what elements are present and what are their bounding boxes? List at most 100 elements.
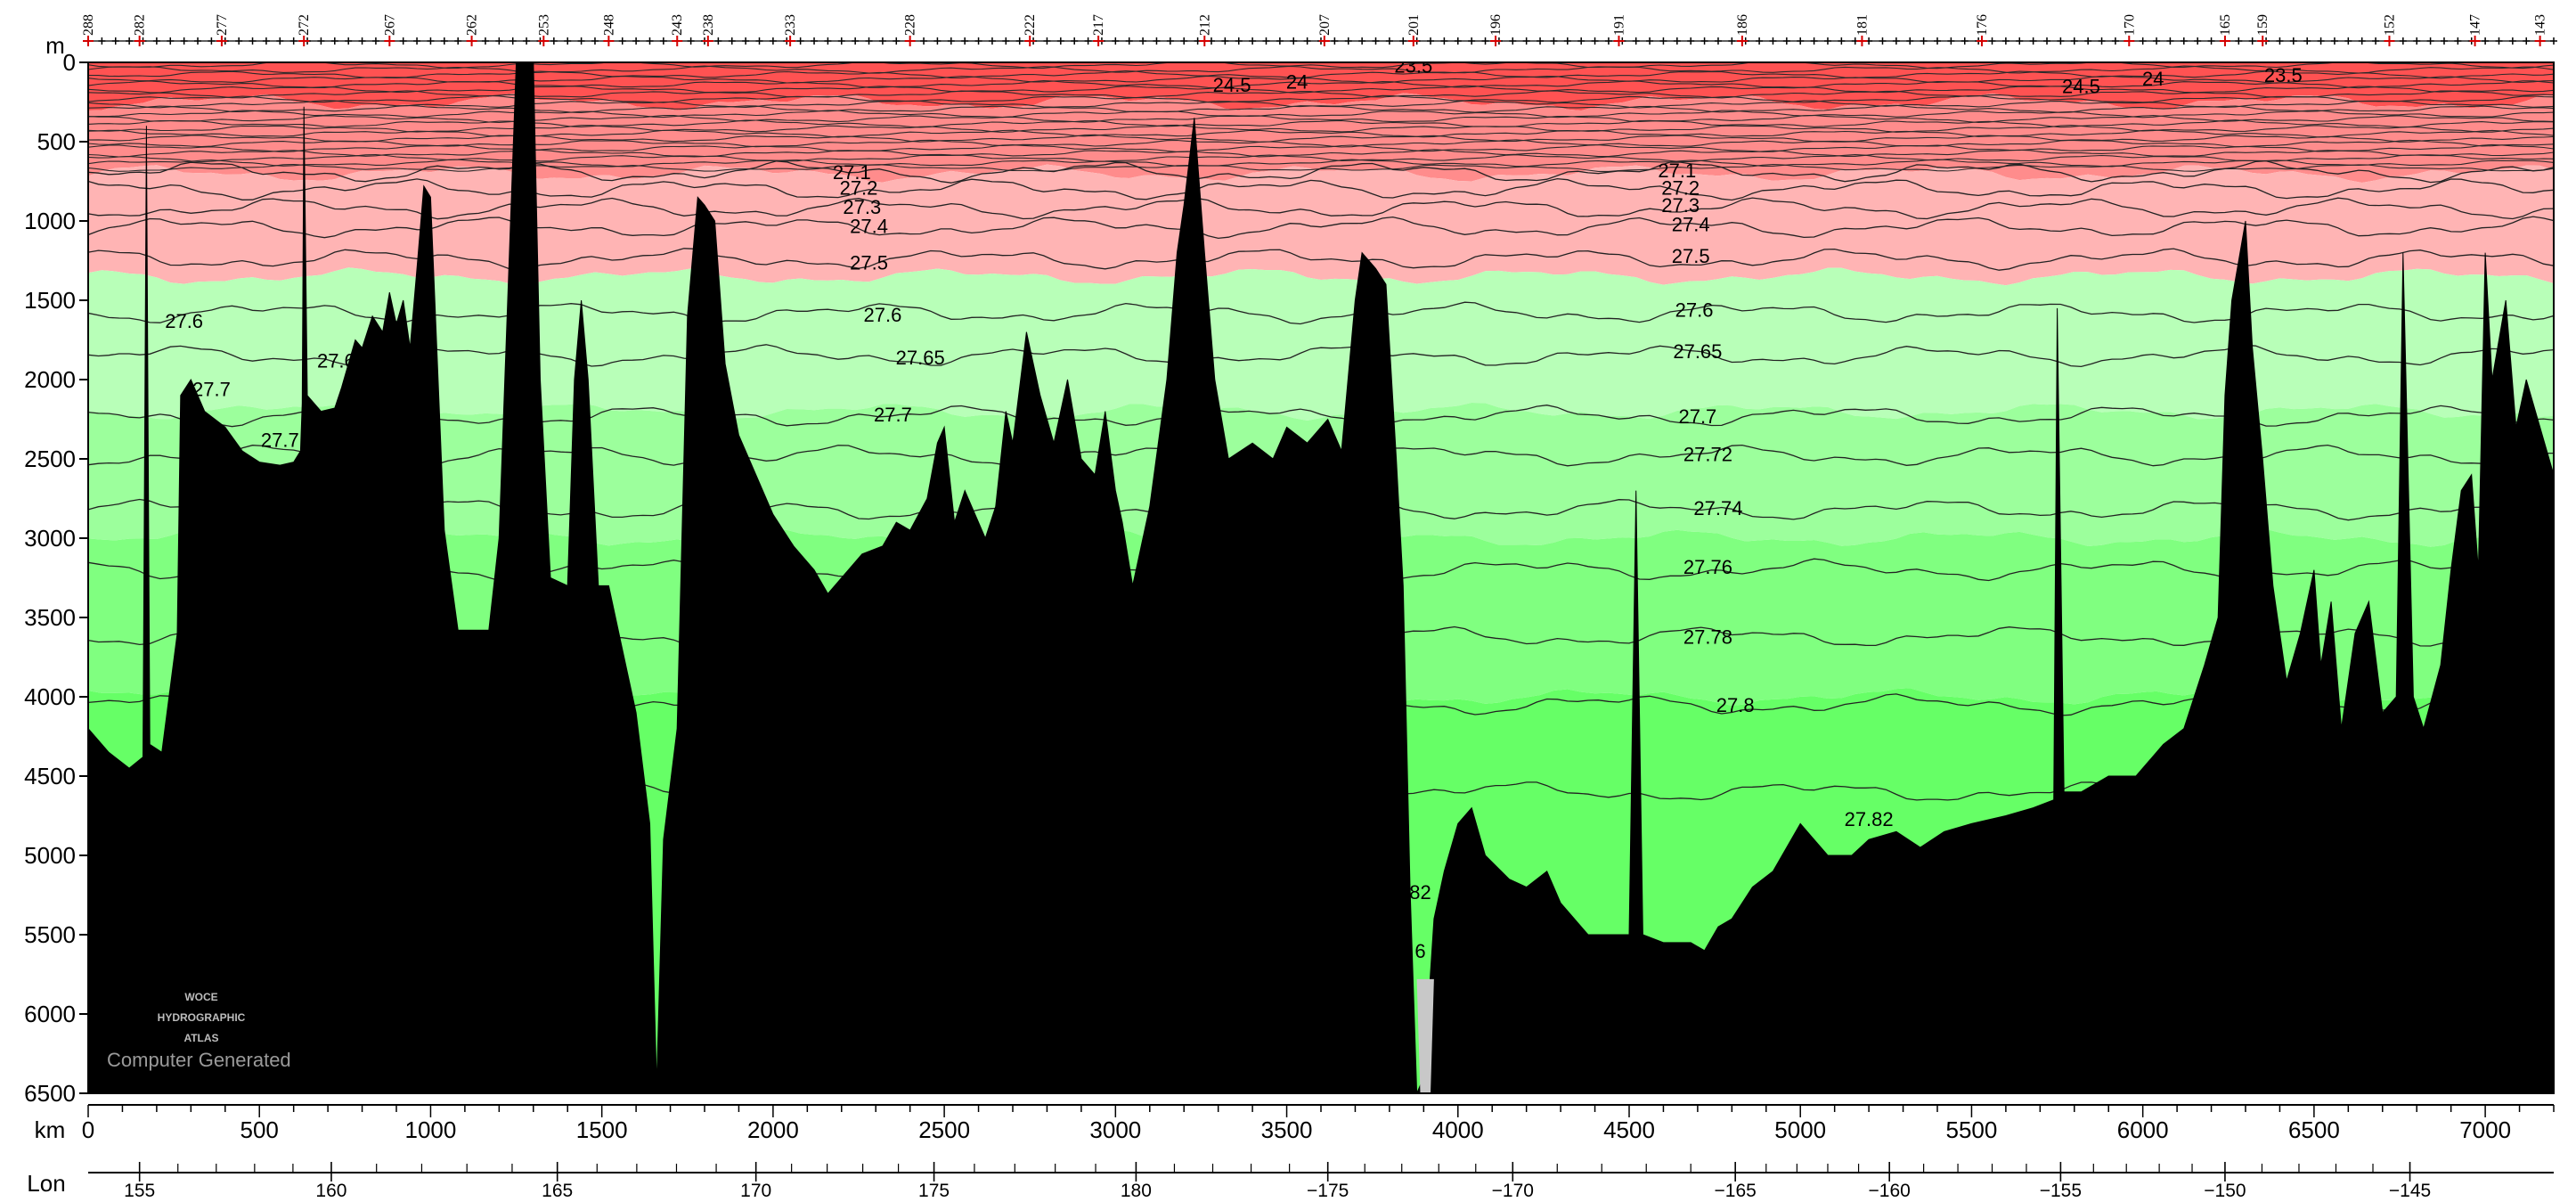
- station-label: 248: [601, 14, 616, 36]
- lon-tick-label: 155: [124, 1181, 155, 1198]
- contour-label: 27.82: [1845, 808, 1894, 830]
- station-label: 217: [1091, 14, 1106, 36]
- isopycnal-line: [88, 159, 2554, 184]
- contour-label: 27.4: [1672, 214, 1710, 236]
- seafloor: [88, 62, 2554, 1093]
- logo-line: ATLAS: [183, 1032, 218, 1044]
- y-tick-label: 6000: [24, 1001, 76, 1027]
- contour-label: 6: [1414, 940, 1425, 962]
- station-label: 243: [670, 14, 685, 36]
- y-tick-label: 3000: [24, 525, 76, 552]
- station-label: 253: [536, 14, 551, 36]
- contour-label: 27.4: [850, 215, 888, 237]
- station-label: 207: [1317, 14, 1333, 36]
- station-label: 191: [1611, 14, 1626, 36]
- station-label: 152: [2382, 14, 2397, 36]
- y-axis-label: m: [45, 32, 65, 59]
- logo-line: HYDROGRAPHIC: [158, 1011, 246, 1024]
- lon-tick-label: 165: [542, 1181, 573, 1198]
- surface-isoline: [88, 100, 2554, 109]
- station-label: 262: [465, 14, 480, 36]
- x-tick-label: 4500: [1603, 1116, 1655, 1143]
- x-tick-label: 2000: [747, 1116, 799, 1143]
- station-label: 201: [1406, 14, 1422, 36]
- y-tick-label: 4500: [24, 763, 76, 789]
- contour-label: 27.5: [850, 251, 888, 274]
- contour-label: 24.5: [1213, 74, 1251, 96]
- y-tick-label: 6500: [24, 1080, 76, 1107]
- lon-tick-label: 160: [315, 1181, 346, 1198]
- lon-tick-label: 180: [1121, 1181, 1152, 1198]
- contour-label: 23.5: [1394, 55, 1432, 78]
- surface-isoline: [88, 65, 2554, 74]
- contour-label: 27.5: [1672, 245, 1710, 267]
- contour-label: 23.5: [2264, 64, 2303, 86]
- station-label: 212: [1197, 14, 1212, 36]
- surface-isoline: [88, 104, 2554, 114]
- contour-label: 27.6: [165, 310, 203, 332]
- x-tick-label: 6500: [2288, 1116, 2340, 1143]
- contour-label: 27.74: [1693, 497, 1742, 519]
- contour-label: 27.1: [1658, 159, 1696, 182]
- contour-label: 27.1: [833, 161, 871, 184]
- contour-label: 27.6: [863, 304, 901, 326]
- isopycnal-line: [88, 248, 2554, 271]
- watermark: WOCE HYDROGRAPHIC ATLAS Computer Generat…: [107, 991, 291, 1071]
- x-tick-label: 4000: [1432, 1116, 1484, 1143]
- surface-isoline: [88, 70, 2554, 79]
- station-label: 282: [133, 14, 148, 36]
- density-band: [88, 267, 2554, 421]
- lon-axis: 155 160 165 170 175 180 −175 −170 −165 −160 −155 −1…: [88, 1162, 2554, 1201]
- contour-label: 27.2: [840, 177, 878, 200]
- contour-label: 27.72: [1683, 444, 1732, 466]
- station-label: 186: [1735, 14, 1750, 36]
- x-tick-label: 1500: [576, 1116, 628, 1143]
- station-label: 147: [2468, 14, 2483, 36]
- station-label: 267: [382, 14, 397, 36]
- y-axis: 0 500 1000 1500 2000 2500 3000 3500 4000 4500 5000…: [24, 49, 88, 1107]
- surface-isoline: [88, 139, 2554, 148]
- y-tick-label: 3500: [24, 604, 76, 631]
- station-label: 233: [783, 14, 798, 36]
- lon-tick-label: −170: [1492, 1181, 1534, 1198]
- surface-isoline: [88, 110, 2554, 119]
- station-axis: 288 282 277 272 267 262 253 248 243 238 233 228 222 2…: [81, 14, 2557, 46]
- station-label: 277: [215, 14, 230, 36]
- y-tick-label: 5000: [24, 842, 76, 869]
- x-tick-label: 500: [240, 1116, 279, 1143]
- lon-tick-label: −155: [2040, 1181, 2082, 1198]
- contour-label: 27.6: [1675, 299, 1714, 322]
- y-tick-label: 0: [63, 49, 76, 76]
- contour-label: 24.5: [2062, 76, 2100, 98]
- surface-isoline: [88, 129, 2554, 138]
- station-label: 159: [2255, 14, 2270, 36]
- x-axis: 0 500 1000 1500 2000 2500 3000 3500 4000 4500 5000…: [82, 1104, 2555, 1143]
- contour-label: 27.78: [1683, 626, 1732, 648]
- y-tick-label: 2000: [24, 366, 76, 393]
- y-tick-label: 500: [37, 128, 76, 155]
- x-tick-label: 6000: [2117, 1116, 2169, 1143]
- contour-label: 24: [2142, 68, 2164, 90]
- surface-isoline: [88, 143, 2554, 153]
- lon-tick-label: 170: [740, 1181, 771, 1198]
- x-tick-label: 2500: [918, 1116, 970, 1143]
- lon-tick-label: −175: [1307, 1181, 1349, 1198]
- surface-isoline: [88, 85, 2554, 94]
- lon-tick-label: −160: [1869, 1181, 1911, 1198]
- x-axis-label: km: [35, 1116, 66, 1143]
- station-label: 176: [1975, 14, 1990, 36]
- logo-line: WOCE: [184, 991, 217, 1003]
- contour-label: 27.76: [1683, 556, 1732, 578]
- surface-isoline: [88, 62, 2554, 70]
- station-label: 272: [297, 14, 312, 36]
- surface-isoline: [88, 114, 2554, 124]
- y-tick-label: 1000: [24, 208, 76, 234]
- lon-tick-label: 175: [918, 1181, 950, 1198]
- station-label: 228: [903, 14, 918, 36]
- surface-isoline: [88, 75, 2554, 84]
- watermark-text: Computer Generated: [107, 1049, 291, 1071]
- surface-isoline: [88, 153, 2554, 163]
- density-band: [88, 164, 2554, 286]
- contour-label: 27.65: [896, 347, 945, 369]
